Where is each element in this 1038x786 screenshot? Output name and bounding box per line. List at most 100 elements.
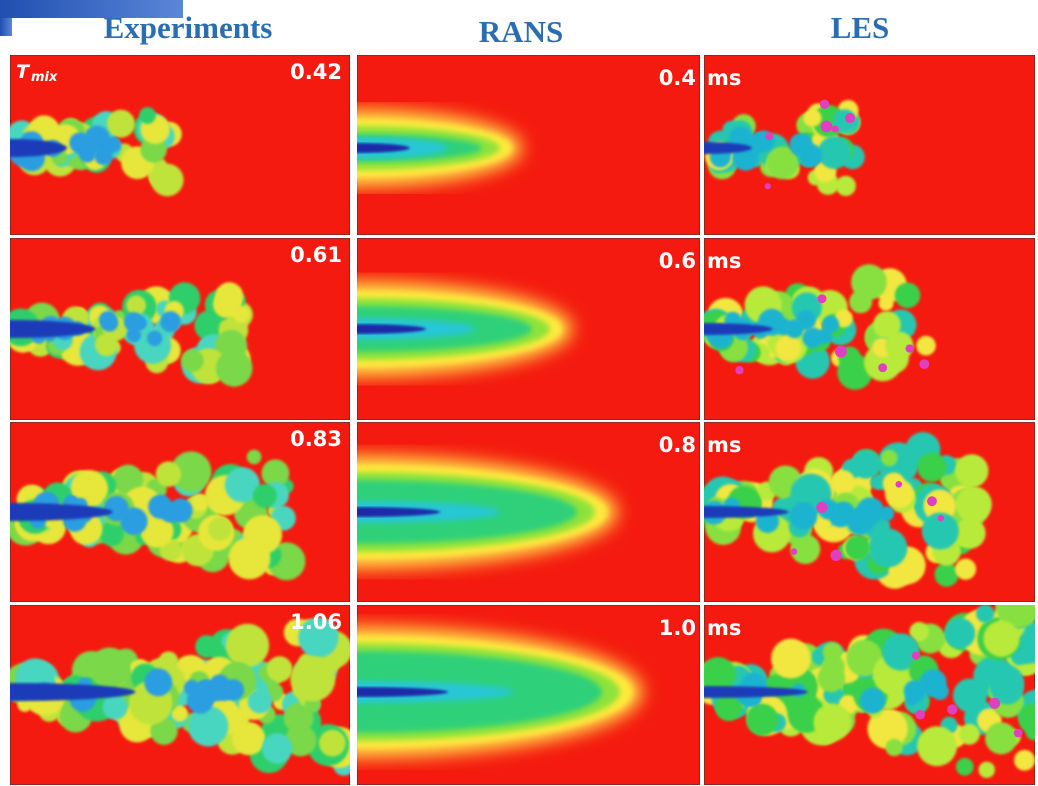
time-label: 0.6 <box>659 249 696 273</box>
time-label: 0.61 <box>290 243 342 267</box>
plume-blob <box>139 107 156 124</box>
plume-blob <box>107 110 135 138</box>
magenta-spot <box>735 366 743 374</box>
unit-label: ms <box>707 433 741 457</box>
plume-blob <box>147 331 162 346</box>
plume-blob <box>247 450 262 465</box>
plume-blob <box>160 503 180 523</box>
magenta-spot <box>765 183 771 189</box>
plume-blob <box>802 327 823 348</box>
time-label: 0.83 <box>290 427 342 451</box>
plume-blob <box>188 706 228 746</box>
magenta-spot <box>830 550 841 561</box>
plume-blob <box>790 502 818 530</box>
plume-blob <box>191 494 209 512</box>
plume-blob <box>928 679 944 695</box>
unit-label: ms <box>707 66 741 90</box>
plume-blob <box>103 695 128 720</box>
plume-blob <box>144 668 172 696</box>
plume-blob <box>1014 750 1035 771</box>
time-label: 0.8 <box>659 433 696 457</box>
plume-blob <box>746 704 778 736</box>
plume-blob <box>195 635 218 658</box>
time-label: 1.06 <box>290 610 342 634</box>
plume-blob <box>935 563 959 587</box>
magenta-spot <box>878 363 887 372</box>
plume-blob <box>181 349 204 372</box>
plume-blob <box>856 497 883 524</box>
plume-blob <box>831 470 856 495</box>
plume-blob <box>868 528 907 567</box>
plume-blob <box>226 624 269 667</box>
plume-blob <box>799 144 823 168</box>
variable-subscript: mix <box>31 70 58 85</box>
plume-blob <box>916 336 936 356</box>
magenta-spot <box>938 515 944 521</box>
plume-blob <box>232 722 265 755</box>
time-label: 0.4 <box>659 66 696 90</box>
magenta-spot <box>1014 729 1023 738</box>
plume-blob <box>873 311 901 339</box>
plume-blob <box>775 335 801 361</box>
plume-blob <box>126 295 146 315</box>
plume-blob <box>983 621 1019 657</box>
plume-blob <box>886 739 903 756</box>
plume-blob <box>985 722 1017 754</box>
plume-blob <box>860 688 886 714</box>
plume-blob <box>822 655 845 678</box>
magenta-spot <box>816 502 827 513</box>
magenta-spot <box>927 496 937 506</box>
plume-blob <box>976 604 994 622</box>
magenta-spot <box>989 698 1000 709</box>
plume-blob <box>319 730 346 757</box>
plume-blob <box>953 679 987 713</box>
column-header: Experiments <box>104 10 273 45</box>
magenta-spot <box>820 100 829 109</box>
plume-blob <box>290 656 335 701</box>
plume-blob <box>851 264 887 300</box>
plume-blob <box>879 296 894 311</box>
magenta-spot <box>791 548 798 555</box>
magenta-spot <box>915 710 925 720</box>
plume-blob <box>99 311 116 328</box>
time-label: 1.0 <box>659 616 696 640</box>
plume-blob <box>209 675 229 695</box>
magenta-spot <box>912 652 920 660</box>
plume-blob <box>989 665 1025 701</box>
plume-blob <box>917 453 946 482</box>
variable-symbol: T <box>16 61 31 83</box>
plume-blob <box>267 656 293 682</box>
plume-blob <box>785 320 804 339</box>
plume-blob <box>215 282 243 310</box>
panels <box>0 55 1038 785</box>
plume-blob <box>959 724 980 745</box>
magenta-spot <box>947 704 957 714</box>
plume-blob <box>956 758 974 776</box>
plume-blob <box>845 535 870 560</box>
time-label: 0.42 <box>290 60 342 84</box>
plume-blob <box>955 518 986 549</box>
plume-blob <box>160 311 181 332</box>
magenta-spot <box>818 294 827 303</box>
magenta-spot <box>765 132 773 140</box>
plume-blob <box>771 639 811 679</box>
unit-label: ms <box>707 249 741 273</box>
corner-decoration <box>0 18 12 36</box>
plume-blob <box>904 680 926 702</box>
plume-blob <box>813 704 851 742</box>
magenta-spot <box>895 481 902 488</box>
plume-blob <box>836 176 856 196</box>
plume-blob <box>216 350 253 387</box>
plume-blob <box>956 486 992 522</box>
plume-blob <box>228 537 270 579</box>
page: Experiments RANS LES 0.420.4ms0.610.6ms0… <box>0 0 1038 786</box>
plume-blob <box>955 454 988 487</box>
plume-blob <box>95 334 117 356</box>
plume-blob <box>262 733 292 763</box>
plume-blob <box>955 559 976 580</box>
plume-blob <box>120 507 148 535</box>
plume-blob <box>208 518 231 541</box>
plume-blob <box>818 136 851 169</box>
magenta-spot <box>845 113 855 123</box>
plume-blob <box>822 316 839 333</box>
